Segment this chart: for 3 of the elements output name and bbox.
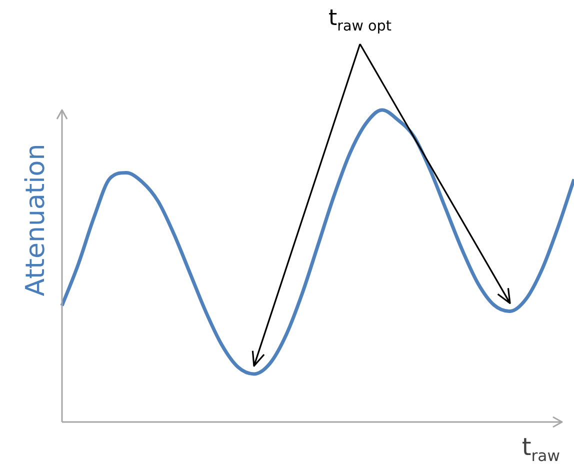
x-axis-title: t$_{raw}$ (522, 433, 560, 465)
y-axis-title: Attenuation (21, 144, 51, 296)
text: t$_{raw opt}$ (328, 6, 392, 34)
